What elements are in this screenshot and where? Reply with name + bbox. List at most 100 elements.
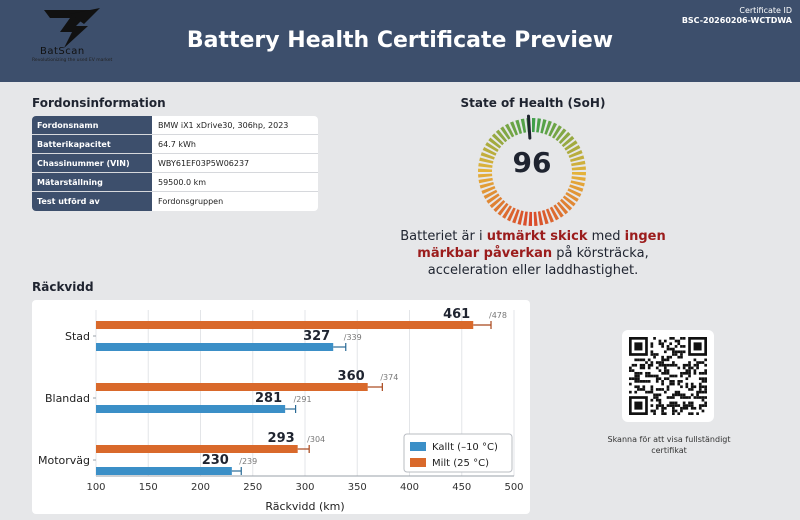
soh-text-part: Batteriet är i — [400, 229, 487, 244]
soh-text-part: med — [587, 229, 625, 244]
qr-code[interactable] — [629, 337, 707, 415]
soh-value: 96 — [512, 146, 552, 179]
gauge-segment — [570, 180, 585, 187]
x-axis-label: Räckvidd (km) — [265, 500, 344, 513]
category-label: Motorväg — [38, 454, 90, 467]
gauge-segment — [482, 146, 497, 156]
gauge-segment — [532, 118, 536, 133]
gauge-segment — [493, 199, 506, 213]
gauge-segment — [562, 195, 576, 207]
gauge-segment — [545, 208, 554, 223]
bar — [96, 405, 286, 413]
batscan-logo — [44, 8, 100, 48]
gauge-segment — [512, 209, 520, 224]
range-section-title: Räckvidd — [32, 280, 94, 294]
table-value: BMW iX1 xDrive30, 306hp, 2023 — [158, 121, 289, 130]
gauge-segment — [485, 142, 499, 152]
upper-label: /339 — [344, 333, 362, 342]
gauge-segment — [549, 206, 559, 221]
x-tick-label: 500 — [504, 482, 523, 493]
header-bar: BatScan Revolutionizing the used EV mark… — [0, 0, 800, 82]
table-row: Fordonsnamn BMW iX1 xDrive30, 306hp, 202… — [32, 116, 318, 135]
page-title: Battery Health Certificate Preview — [186, 28, 614, 53]
data-label: 230 — [202, 453, 229, 468]
table-value: Fordonsgruppen — [158, 197, 224, 206]
data-label: 293 — [268, 431, 295, 446]
data-label: 461 — [443, 307, 470, 322]
table-key: Test utförd av — [32, 192, 152, 211]
gauge-segment — [566, 145, 581, 155]
gauge-segment — [491, 133, 505, 146]
gauge-segment — [502, 205, 512, 219]
certificate-id: BSC-20260206-WCTDWA — [681, 16, 792, 25]
vehicle-table: Fordonsnamn BMW iX1 xDrive30, 306hp, 202… — [32, 116, 318, 211]
soh-description: Batteriet är i utmärkt skick med ingen m… — [392, 228, 674, 279]
gauge-segment — [565, 192, 579, 202]
gauge-segment — [571, 172, 586, 176]
vehicle-section-title: Fordonsinformation — [32, 96, 166, 110]
gauge-segment — [486, 193, 500, 204]
gauge-segment — [488, 137, 502, 149]
gauge-segment — [559, 198, 573, 211]
gauge-segment — [553, 204, 564, 218]
logo-tagline: Revolutionizing the used EV market — [32, 58, 113, 63]
x-tick-label: 400 — [400, 482, 419, 493]
gauge-segment — [536, 118, 542, 133]
x-tick-label: 300 — [295, 482, 314, 493]
gauge-segment — [515, 119, 523, 134]
soh-gauge — [478, 114, 586, 226]
gauge-segment — [479, 157, 494, 164]
certificate-id-label: Certificate ID — [739, 6, 792, 15]
data-label: 327 — [303, 329, 330, 344]
table-row: Chassinummer (VIN) WBY61EF03P5W06237 — [32, 154, 318, 173]
gauge-segment — [561, 135, 575, 148]
x-tick-label: 350 — [348, 482, 367, 493]
bar — [96, 321, 474, 329]
gauge-segment — [567, 188, 582, 198]
category-label: Stad — [65, 330, 90, 343]
gauge-segment — [483, 189, 498, 199]
gauge-segment — [571, 160, 586, 167]
gauge-segment — [570, 155, 585, 163]
gauge-segment — [552, 125, 562, 139]
upper-label: /374 — [380, 373, 398, 382]
gauge-segment — [478, 168, 493, 172]
gauge-segment — [495, 129, 508, 143]
bar — [96, 445, 298, 453]
upper-label: /291 — [294, 395, 312, 404]
gauge-segment — [506, 207, 516, 222]
table-key: Mätarställning — [32, 173, 152, 191]
legend-box — [403, 433, 513, 473]
bar — [96, 467, 232, 475]
gauge-segment — [489, 196, 503, 209]
data-label: 360 — [338, 369, 365, 384]
gauge-segment — [556, 201, 569, 215]
table-key: Chassinummer (VIN) — [32, 154, 152, 172]
gauge-segment — [540, 119, 547, 134]
gauge-segment — [478, 162, 493, 168]
gauge-segment — [528, 211, 532, 226]
table-key: Batterikapacitet — [32, 135, 152, 153]
gauge-segment — [533, 211, 538, 226]
bar — [96, 383, 368, 391]
table-value: WBY61EF03P5W06237 — [158, 159, 250, 168]
gauge-segment — [478, 177, 493, 184]
gauge-segment — [571, 166, 586, 171]
soh-highlight: ingen märkbar påverkan — [417, 229, 666, 261]
category-label: Blandad — [45, 392, 90, 405]
gauge-segment — [481, 185, 496, 194]
table-value: 64.7 kWh — [158, 140, 196, 149]
legend-swatch — [410, 442, 426, 451]
x-tick-label: 150 — [139, 482, 158, 493]
x-tick-label: 250 — [243, 482, 262, 493]
legend-swatch — [410, 458, 426, 467]
bar — [96, 343, 334, 351]
gauge-segment — [478, 173, 493, 178]
legend-label: Milt (25 °C) — [432, 458, 489, 469]
x-tick-label: 450 — [452, 482, 471, 493]
gauge-segment — [541, 210, 549, 225]
gauge-segment — [510, 121, 519, 136]
table-row: Batterikapacitet 64.7 kWh — [32, 135, 318, 154]
gauge-segment — [480, 152, 495, 160]
gauge-segment — [568, 150, 583, 159]
